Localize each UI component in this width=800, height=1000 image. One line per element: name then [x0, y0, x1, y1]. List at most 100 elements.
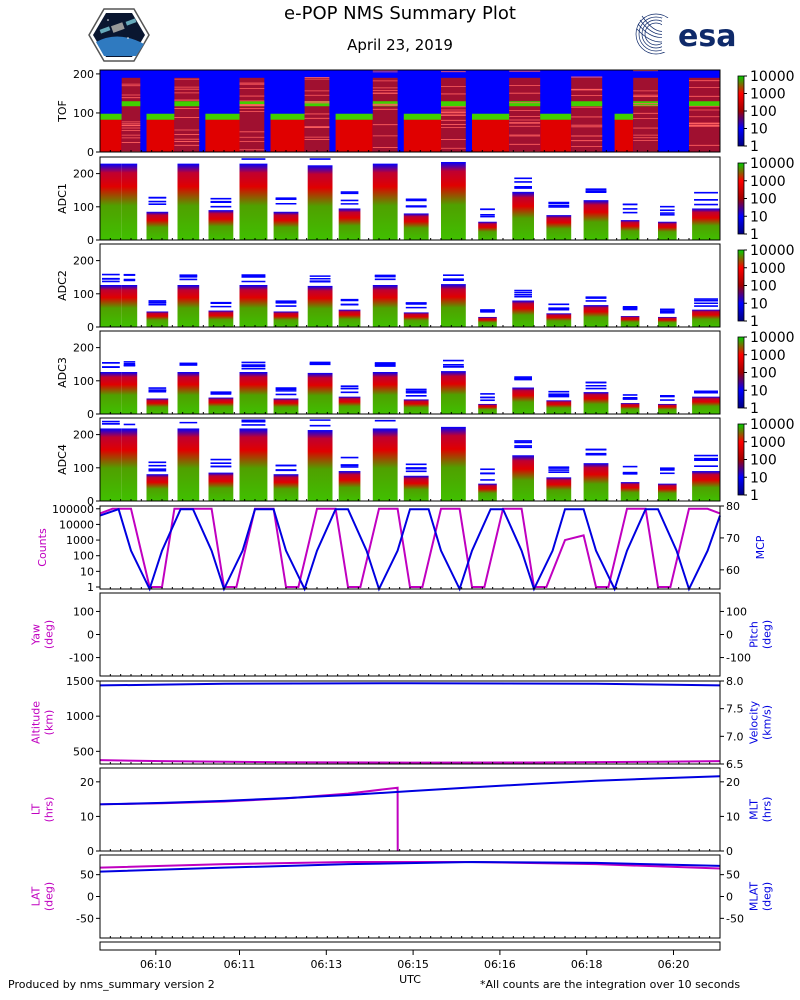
plot-title: e-POP NMS Summary Plot	[284, 3, 516, 24]
panel-4-bar-18	[692, 471, 720, 501]
panel-0-ytick-label-1: 100	[73, 107, 94, 120]
x-axis-label: UTC	[399, 973, 421, 986]
panel-2-bar-15	[583, 305, 609, 327]
panel-3-ytick-label-1: 100	[73, 375, 94, 388]
panel-9-frame	[99, 854, 721, 939]
panel-1-bar-0	[100, 163, 122, 240]
panel-3-bar-13	[512, 387, 534, 414]
panel-1-bar-9	[372, 163, 398, 240]
panel-6-ytick-label-0: -100	[69, 652, 94, 665]
panel-8-ytick-label-1: 10	[80, 810, 94, 823]
panel-1-bar-11	[441, 161, 466, 240]
x-tick-label-4: 06:16	[484, 958, 516, 971]
panel-1-bar-13	[512, 191, 534, 240]
panel-3-bar-4	[208, 397, 234, 414]
panel-6-ytick-label-2: 100	[73, 605, 94, 618]
panel-2-bar-1	[121, 285, 138, 327]
panel-4-colorbar-label-2: 100	[750, 453, 777, 469]
panel-1-bar-6	[273, 211, 299, 240]
panel-9-ytick-label-1: 0	[87, 891, 94, 904]
panel-0-band-9	[372, 101, 398, 107]
panel-6-ytick-right-label-2: 100	[726, 605, 747, 618]
panel-9-series-lat	[99, 860, 721, 870]
panel-4-bar-0	[100, 428, 122, 501]
panel-1-ytick-label-0: 0	[87, 234, 94, 247]
panel-2-bar-13	[512, 300, 534, 327]
panel-3-ylabel: ADC3	[56, 357, 69, 388]
panel-0-colorbar	[737, 75, 745, 147]
panel-9-ytick-right-label-1: 0	[726, 891, 733, 904]
panel-4-bar-8	[338, 471, 361, 501]
panel-1-bar-12	[478, 221, 497, 240]
panel-4-bar-1	[121, 428, 138, 501]
panel-3-bar-15	[583, 392, 609, 414]
panel-5-ytick-label-1: 10	[80, 565, 94, 578]
panel-4-bar-5	[239, 428, 268, 501]
panel-1-bar-10	[403, 213, 429, 240]
panel-1-colorbar-label-4: 10000	[750, 156, 795, 172]
panel-0-band-6	[270, 113, 305, 120]
panel-1-bar-4	[208, 210, 234, 240]
panel-4-bar-2	[146, 474, 169, 501]
panel-5-series-mcp	[99, 507, 721, 592]
panel-2-bar-17	[658, 316, 677, 327]
panel-0-band-7	[304, 101, 330, 107]
panel-5-ylabel: Counts	[36, 528, 49, 567]
panel-3-colorbar	[737, 336, 745, 409]
panel-5-series-counts	[99, 507, 721, 588]
footer-version: Produced by nms_summary version 2	[8, 978, 215, 991]
panel-2-ylabel: ADC2	[56, 270, 69, 301]
panel-1-colorbar-label-3: 1000	[750, 174, 786, 190]
panel-2-bar-10	[403, 312, 429, 327]
panel-0-block-0	[100, 116, 122, 152]
panel-4-ylabel: ADC4	[56, 444, 69, 475]
panel-3-bar-0	[100, 372, 122, 414]
panel-2-bar-0	[100, 285, 122, 327]
panel-9-ylabel: LAT(deg)	[30, 882, 56, 911]
panel-8-ytick-right-label-0: 0	[726, 845, 733, 858]
panel-0-block-6	[270, 116, 305, 152]
panel-1-bar-7	[307, 165, 333, 240]
panel-lat-mlat: -50 0 50 -50 0 50 LAT(deg) MLAT(deg)	[30, 854, 774, 939]
panel-4-colorbar-label-3: 1000	[750, 435, 786, 451]
panel-1-ytick-label-1: 100	[73, 201, 94, 214]
panel-4-bar-10	[403, 475, 429, 501]
panel-7-series-velocity	[99, 682, 721, 687]
panel-2-bar-12	[478, 316, 497, 327]
panel-7-ytick-label-2: 1500	[66, 675, 94, 688]
panel-0-band-10	[403, 113, 441, 120]
panel-4-ytick-label-1: 100	[73, 462, 94, 475]
panel-0-block-7	[304, 77, 330, 152]
panel-3-bar-3	[177, 372, 200, 414]
x-tick-label-3: 06:15	[397, 958, 429, 971]
panel-4-bar-12	[478, 483, 497, 501]
panel-4-bar-7	[307, 430, 333, 501]
time-strip	[99, 941, 721, 951]
panel-3-bar-7	[307, 372, 333, 414]
panel-3-ytick-label-0: 0	[87, 408, 94, 421]
panel-2-colorbar-label-2: 100	[750, 279, 777, 295]
panel-8-series-mlt	[99, 775, 721, 806]
panel-2-bar-9	[372, 285, 398, 327]
panel-4-bar-15	[583, 463, 609, 501]
panel-0-colorbar-label-0: 1	[750, 139, 759, 155]
panel-counts-mcp: 1 10 100 1000 10000 100000 60 70 80 Counts MCP	[36, 500, 767, 594]
panel-4-bar-13	[512, 455, 534, 501]
panel-0-block-11	[441, 77, 466, 152]
panel-2-bar-6	[273, 311, 299, 327]
panel-0-band-0	[100, 113, 122, 120]
panel-3-bar-11	[441, 371, 466, 414]
panel-yaw-pitch: -100 0 100 -100 0 100 Yaw(deg) Pitch(deg)	[30, 592, 774, 677]
plot-date: April 23, 2019	[347, 36, 453, 54]
panel-2-bar-8	[338, 309, 361, 327]
panel-0-band-1	[121, 101, 141, 107]
panel-4-colorbar-label-4: 10000	[750, 417, 795, 433]
panel-1-bar-1	[121, 163, 138, 240]
panel-0-band-2	[146, 113, 175, 120]
panel-3-bar-6	[273, 398, 299, 414]
panel-2-bar-3	[177, 285, 200, 327]
panel-2-bar-14	[546, 313, 572, 327]
panel-0-block-1	[121, 77, 141, 152]
panel-1-colorbar-label-0: 1	[750, 227, 759, 243]
